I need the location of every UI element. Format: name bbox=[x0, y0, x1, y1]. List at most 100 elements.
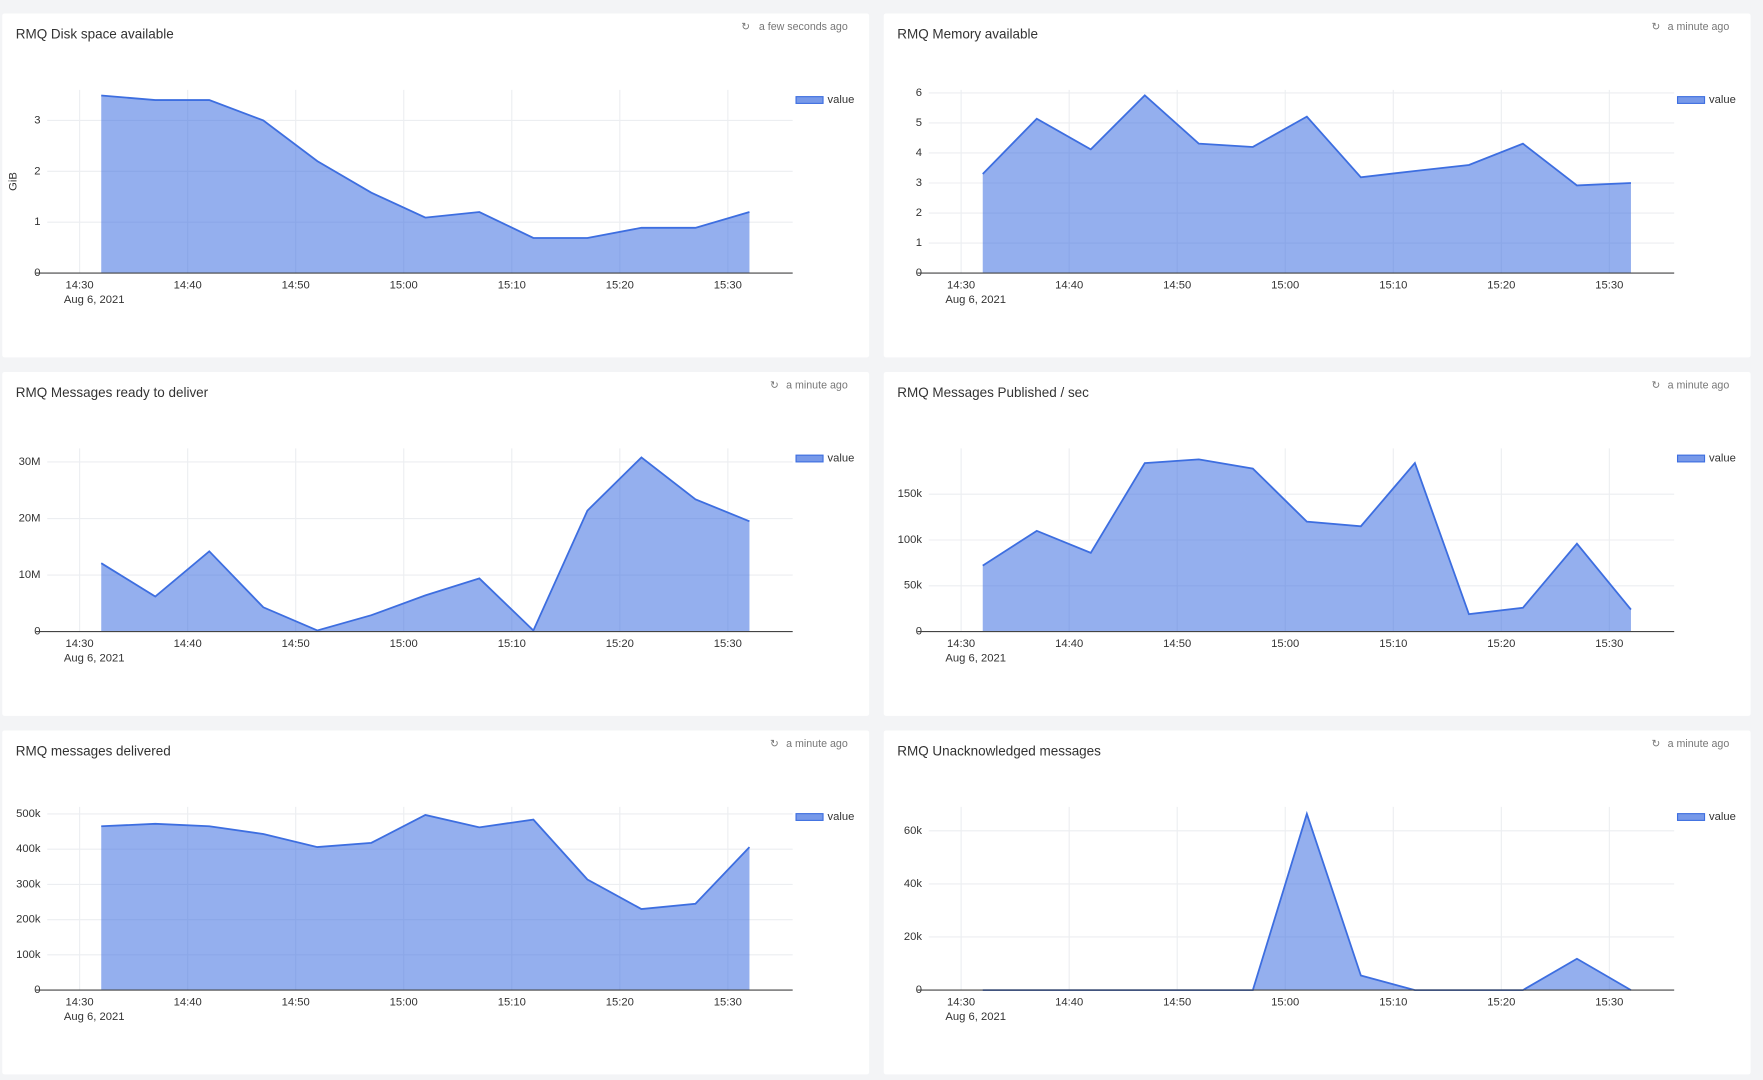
legend-label: value bbox=[1709, 94, 1736, 106]
x-date-label: Aug 6, 2021 bbox=[945, 294, 1006, 306]
y-tick-label: 100k bbox=[898, 534, 923, 546]
x-tick-label: 14:50 bbox=[282, 996, 310, 1008]
legend-swatch bbox=[795, 96, 824, 104]
x-tick-label: 15:20 bbox=[606, 279, 634, 291]
refresh-icon: ↻ bbox=[1651, 379, 1660, 391]
x-date-label: Aug 6, 2021 bbox=[945, 1011, 1006, 1023]
updated-time: a minute ago bbox=[1668, 379, 1730, 391]
legend-swatch bbox=[1676, 96, 1706, 104]
panel: RMQ Messages Published / sec ↻ a minute ag… bbox=[883, 371, 1751, 716]
x-tick-label: 14:50 bbox=[282, 638, 310, 650]
y-tick-label: 4 bbox=[916, 147, 922, 159]
y-tick-label: 20M bbox=[19, 512, 41, 524]
x-tick-label: 15:00 bbox=[390, 638, 418, 650]
x-tick-label: 15:20 bbox=[1487, 638, 1515, 650]
refresh-icon: ↻ bbox=[770, 738, 779, 750]
area bbox=[101, 815, 750, 991]
x-date-label: Aug 6, 2021 bbox=[64, 1011, 125, 1023]
x-tick-label: 14:30 bbox=[947, 279, 975, 291]
x-tick-label: 14:40 bbox=[174, 638, 202, 650]
updated-time: a minute ago bbox=[786, 738, 848, 750]
y-tick-label: 200k bbox=[16, 914, 41, 926]
x-tick-label: 15:10 bbox=[498, 996, 526, 1008]
x-tick-label: 15:20 bbox=[1487, 279, 1515, 291]
x-tick-label: 14:40 bbox=[1055, 279, 1083, 291]
x-tick-label: 14:30 bbox=[66, 279, 94, 291]
legend-label: value bbox=[828, 94, 855, 106]
x-tick-label: 15:20 bbox=[606, 638, 634, 650]
y-tick-label: 10M bbox=[19, 569, 41, 581]
line bbox=[101, 814, 751, 910]
updated-time: a minute ago bbox=[786, 379, 848, 391]
area bbox=[101, 457, 750, 632]
y-tick-label: 60k bbox=[904, 825, 923, 837]
panel: RMQ Disk space available ↻ a few seconds a… bbox=[2, 13, 870, 358]
x-tick-label: 14:50 bbox=[282, 279, 310, 291]
legend-swatch bbox=[1676, 813, 1706, 821]
legend-swatch bbox=[795, 454, 824, 463]
y-tick-label: 40k bbox=[904, 878, 923, 890]
x-tick-label: 14:40 bbox=[1055, 996, 1083, 1008]
x-tick-label: 15:30 bbox=[714, 279, 742, 291]
updated-time: a few seconds ago bbox=[759, 21, 848, 33]
y-tick-label: 3 bbox=[34, 114, 40, 126]
legend-label: value bbox=[1709, 811, 1736, 823]
x-tick-label: 15:00 bbox=[1271, 996, 1299, 1008]
line bbox=[100, 456, 750, 632]
x-tick-label: 15:30 bbox=[1595, 638, 1623, 650]
panel-title: RMQ Unacknowledged messages bbox=[897, 743, 1101, 758]
x-tick-label: 15:00 bbox=[1271, 279, 1299, 291]
updated-time: a minute ago bbox=[1668, 21, 1730, 33]
x-tick-label: 14:30 bbox=[947, 638, 975, 650]
y-tick-label: 50k bbox=[904, 580, 923, 592]
x-tick-label: 15:20 bbox=[606, 996, 634, 1008]
panel-title: RMQ Messages Published / sec bbox=[897, 385, 1089, 400]
line bbox=[982, 94, 1632, 187]
y-tick-label: 3 bbox=[916, 177, 922, 189]
refresh-icon: ↻ bbox=[1651, 738, 1660, 750]
x-tick-label: 15:00 bbox=[390, 279, 418, 291]
y-tick-label: 20k bbox=[904, 931, 923, 943]
y-tick-label: 300k bbox=[16, 878, 41, 890]
y-tick-label: 1 bbox=[916, 237, 922, 249]
x-date-label: Aug 6, 2021 bbox=[945, 653, 1006, 665]
updated-time: a minute ago bbox=[1668, 738, 1730, 750]
y-tick-label: 400k bbox=[16, 843, 41, 855]
y-tick-label: 1 bbox=[34, 216, 40, 228]
x-tick-label: 14:30 bbox=[947, 996, 975, 1008]
x-tick-label: 14:30 bbox=[66, 996, 94, 1008]
area bbox=[982, 813, 1631, 991]
y-tick-label: 5 bbox=[916, 117, 922, 129]
legend-swatch bbox=[1676, 454, 1706, 463]
x-tick-label: 15:10 bbox=[498, 279, 526, 291]
x-tick-label: 14:40 bbox=[174, 996, 202, 1008]
area bbox=[982, 459, 1631, 632]
y-tick-label: 2 bbox=[34, 165, 40, 177]
panel: RMQ messages delivered ↻ a minute ago0100k… bbox=[2, 730, 870, 1075]
x-tick-label: 15:30 bbox=[714, 638, 742, 650]
legend-label: value bbox=[828, 811, 855, 823]
x-tick-label: 14:50 bbox=[1163, 638, 1191, 650]
panel-title: RMQ Memory available bbox=[897, 26, 1038, 41]
panel: RMQ Memory available ↻ a minute ago0123456… bbox=[883, 13, 1751, 358]
x-date-label: Aug 6, 2021 bbox=[64, 653, 125, 665]
x-tick-label: 14:40 bbox=[174, 279, 202, 291]
legend-label: value bbox=[1709, 452, 1736, 464]
x-tick-label: 15:10 bbox=[1379, 996, 1407, 1008]
x-tick-label: 14:40 bbox=[1055, 638, 1083, 650]
x-tick-label: 15:20 bbox=[1487, 996, 1515, 1008]
y-tick-label: 2 bbox=[916, 207, 922, 219]
y-tick-label: 150k bbox=[898, 488, 923, 500]
x-tick-label: 15:10 bbox=[1379, 638, 1407, 650]
y-axis-label: GiB bbox=[7, 172, 19, 191]
y-tick-label: 100k bbox=[16, 949, 41, 961]
refresh-icon: ↻ bbox=[1651, 21, 1660, 33]
legend-swatch bbox=[795, 813, 824, 821]
x-date-label: Aug 6, 2021 bbox=[64, 294, 125, 306]
x-tick-label: 15:30 bbox=[1595, 279, 1623, 291]
panel-title: RMQ Disk space available bbox=[16, 26, 174, 41]
y-tick-label: 6 bbox=[916, 87, 922, 99]
panel-title: RMQ Messages ready to deliver bbox=[16, 385, 209, 400]
line bbox=[101, 94, 750, 239]
